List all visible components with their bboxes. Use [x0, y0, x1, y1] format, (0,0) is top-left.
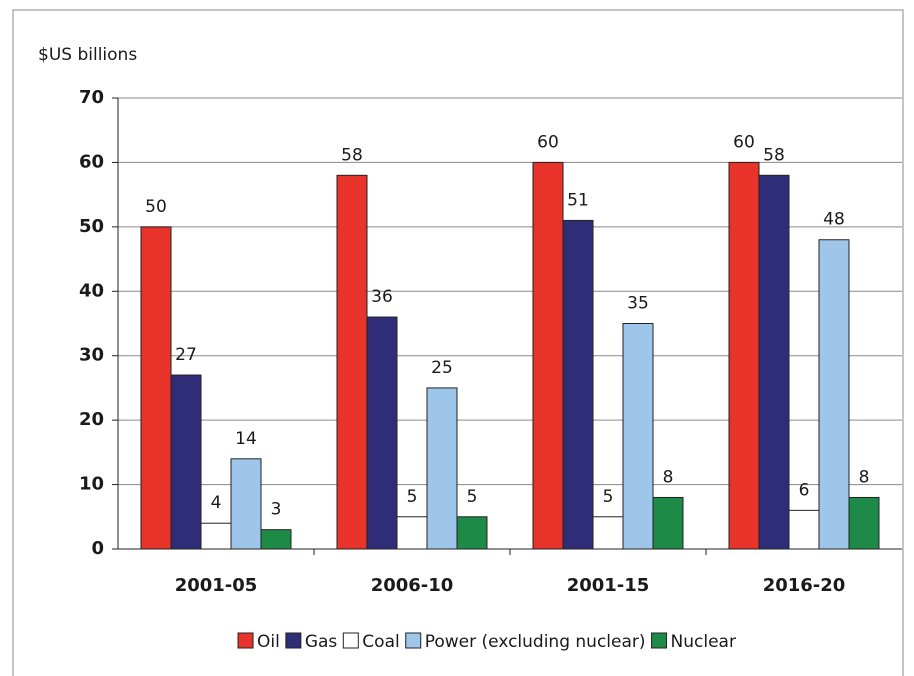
bar: [260, 529, 292, 550]
bar: [396, 516, 428, 550]
bar: [818, 239, 850, 550]
bar: [336, 174, 368, 550]
legend-swatch: [651, 632, 668, 649]
y-axis-label: $US billions: [38, 45, 137, 65]
legend-label: Nuclear: [671, 632, 736, 652]
legend-swatch: [405, 632, 422, 649]
bar: [592, 516, 624, 550]
data-label: 48: [823, 210, 845, 230]
bar: [848, 496, 880, 550]
legend-label: Oil: [257, 632, 280, 652]
data-label: 14: [235, 429, 257, 449]
bar: [758, 174, 790, 550]
bar: [200, 522, 232, 550]
bar: [622, 323, 654, 550]
bar: [230, 458, 262, 550]
x-tick-label: 2001-05: [175, 575, 258, 596]
bar: [170, 374, 202, 550]
legend-swatch: [342, 632, 359, 649]
bar: [426, 387, 458, 550]
y-tick-label: 20: [79, 409, 104, 430]
data-label: 5: [603, 487, 614, 507]
data-label: 58: [341, 145, 363, 165]
data-label: 6: [799, 480, 810, 500]
legend-swatch: [285, 632, 302, 649]
bar: [788, 509, 820, 550]
y-tick-label: 50: [79, 216, 104, 237]
data-label: 58: [763, 145, 785, 165]
bar: [532, 161, 564, 550]
y-tick-label: 30: [79, 345, 104, 366]
x-tick-label: 2001-15: [567, 575, 650, 596]
x-tick-label: 2006-10: [371, 575, 454, 596]
y-tick-label: 0: [91, 538, 104, 559]
bar: [140, 226, 172, 550]
data-label: 5: [467, 487, 478, 507]
data-label: 51: [567, 190, 589, 210]
data-label: 27: [175, 345, 197, 365]
legend-swatch: [237, 632, 254, 649]
bar: [562, 219, 594, 550]
data-label: 60: [537, 132, 559, 152]
y-tick-label: 60: [79, 151, 104, 172]
data-label: 25: [431, 358, 453, 378]
legend-label: Gas: [305, 632, 338, 652]
y-tick-label: 70: [79, 87, 104, 108]
bar: [652, 496, 684, 550]
x-tick-label: 2016-20: [763, 575, 846, 596]
data-label: 3: [271, 500, 282, 520]
data-label: 60: [733, 132, 755, 152]
legend-label: Coal: [362, 632, 399, 652]
bar: [366, 316, 398, 550]
data-label: 8: [859, 467, 870, 487]
y-tick-label: 10: [79, 474, 104, 495]
data-label: 8: [663, 467, 674, 487]
data-label: 4: [211, 493, 222, 513]
data-label: 50: [145, 197, 167, 217]
data-label: 36: [371, 287, 393, 307]
frame: [12, 9, 904, 676]
data-label: 35: [627, 294, 649, 314]
data-label: 5: [407, 487, 418, 507]
bar: [728, 161, 760, 550]
legend-label: Power (excluding nuclear): [425, 632, 646, 652]
bar: [456, 516, 488, 550]
y-tick-label: 40: [79, 280, 104, 301]
